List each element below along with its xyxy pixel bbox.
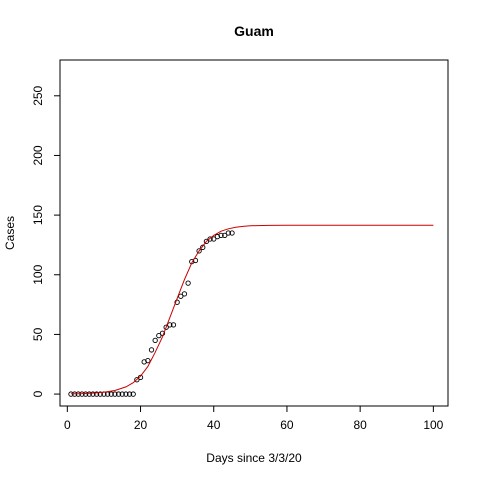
data-point <box>163 324 169 330</box>
data-point <box>178 293 184 299</box>
plot-frame <box>59 59 449 407</box>
fitted-curve <box>70 224 434 395</box>
data-point <box>97 391 103 397</box>
y-axis-label: Cases <box>3 216 17 250</box>
data-point <box>112 391 118 397</box>
data-point <box>229 230 235 236</box>
data-point <box>123 391 129 397</box>
data-point <box>211 236 217 242</box>
data-point <box>200 244 206 250</box>
data-point <box>174 299 180 305</box>
data-point <box>156 332 162 339</box>
y-axis: 0 50 100 150 200 250 <box>31 85 61 397</box>
chart-title: Guam <box>234 23 274 39</box>
y-tick-label: 50 <box>31 327 45 341</box>
data-point <box>145 358 151 364</box>
data-point <box>203 238 210 245</box>
data-point <box>170 322 177 328</box>
data-point <box>185 280 191 286</box>
data-point <box>207 236 213 242</box>
x-axis-label: Days since 3/3/20 <box>206 451 302 465</box>
data-point <box>148 347 155 353</box>
y-tick-label: 150 <box>31 205 45 225</box>
x-tick-label: 100 <box>423 418 443 432</box>
data-point <box>222 232 228 239</box>
x-tick-label: 80 <box>353 418 367 432</box>
data-point <box>90 391 96 397</box>
data-point <box>82 391 89 397</box>
data-point <box>93 391 100 397</box>
y-tick-label: 250 <box>31 85 45 105</box>
data-point <box>181 291 188 297</box>
x-axis: 0 20 40 60 80 100 <box>64 405 444 432</box>
data-point <box>159 330 166 336</box>
data-point <box>137 374 144 381</box>
data-point <box>119 391 125 397</box>
data-point <box>86 391 92 397</box>
y-tick-label: 200 <box>31 145 45 165</box>
x-tick-label: 40 <box>207 418 221 432</box>
data-point <box>134 377 140 383</box>
data-point <box>152 337 158 344</box>
y-tick-label: 0 <box>31 390 45 397</box>
data-point <box>196 248 202 254</box>
data-point <box>218 232 224 239</box>
data-point <box>108 391 114 397</box>
y-tick-label: 100 <box>31 264 45 284</box>
x-tick-label: 0 <box>64 418 71 432</box>
data-point <box>167 322 173 328</box>
data-point <box>115 391 122 397</box>
series-layer <box>68 224 434 397</box>
x-tick-label: 60 <box>280 418 294 432</box>
data-point <box>130 391 136 397</box>
x-tick-label: 20 <box>134 418 148 432</box>
data-point <box>225 230 232 236</box>
data-point <box>126 391 133 397</box>
